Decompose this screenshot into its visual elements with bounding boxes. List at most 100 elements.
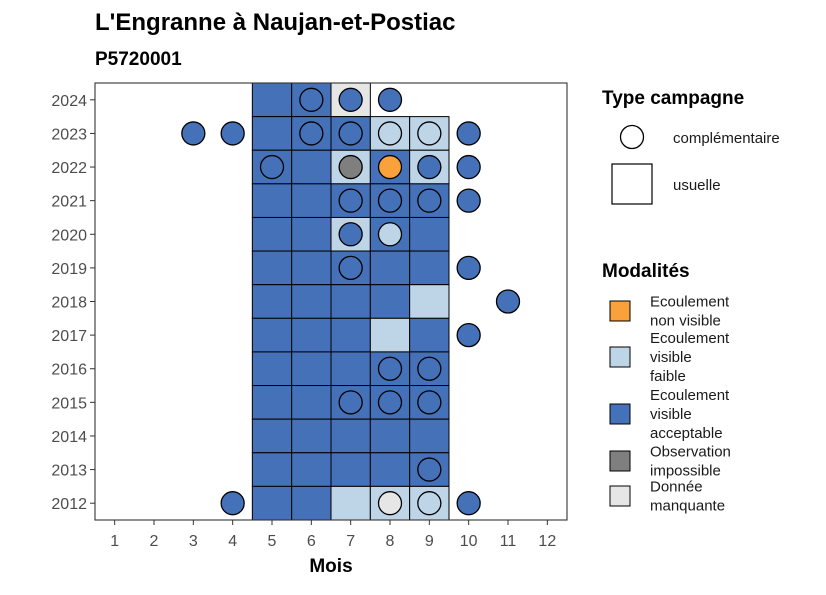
tile-2018-9 <box>409 284 450 319</box>
tile-2024-5 <box>251 82 293 118</box>
point-2020-7 <box>338 222 363 247</box>
usuelle-tiles <box>251 82 450 521</box>
x-tick-label: 7 <box>346 533 355 550</box>
point-2016-9 <box>417 356 442 381</box>
legend-title-type-campagne: Type campagne <box>602 88 744 109</box>
legend-label-complementaire: complémentaire <box>673 130 780 147</box>
x-tick-label: 1 <box>110 533 119 550</box>
legend-swatch-observation-impossible <box>609 450 631 472</box>
legend-title-modalites: Modalités <box>602 261 690 282</box>
point-2024-8 <box>377 87 403 112</box>
tile-2017-6 <box>291 317 332 353</box>
legend-label-ecoulement-non-visible: Ecoulement <box>650 294 730 311</box>
tile-2017-7 <box>330 317 371 353</box>
legend-label-ecoulement-visible-faible: faible <box>650 368 686 385</box>
point-2023-8 <box>377 121 403 146</box>
legend-label-ecoulement-visible-faible: Ecoulement <box>650 330 730 347</box>
tile-2019-5 <box>251 250 293 286</box>
tile-2018-8 <box>369 284 411 319</box>
point-2024-6 <box>299 87 324 112</box>
tile-2013-7 <box>330 452 371 487</box>
y-tick-label: 2016 <box>51 362 87 379</box>
tile-2017-9 <box>409 317 450 353</box>
point-2012-4 <box>220 491 245 516</box>
legend-key-circle <box>619 124 645 150</box>
x-tick-label: 4 <box>228 533 237 550</box>
point-2023-3 <box>181 121 206 146</box>
point-2023-6 <box>299 121 324 146</box>
legend-key-square <box>611 163 653 205</box>
legend-swatch-ecoulement-non-visible <box>609 300 631 322</box>
y-tick-label: 2023 <box>51 126 87 143</box>
tile-2019-8 <box>369 250 411 286</box>
tile-2018-5 <box>251 284 293 319</box>
tile-2018-6 <box>291 284 332 319</box>
tile-2013-6 <box>291 452 332 487</box>
y-tick-label: 2015 <box>51 395 87 412</box>
y-tick-label: 2022 <box>51 160 87 177</box>
point-2023-10 <box>456 121 481 146</box>
tile-2019-6 <box>291 250 332 286</box>
point-2021-8 <box>377 188 403 213</box>
legend-label-ecoulement-non-visible: non visible <box>650 313 721 330</box>
point-2023-4 <box>220 121 245 146</box>
y-tick-label: 2020 <box>51 227 87 244</box>
point-2022-10 <box>456 154 481 180</box>
y-tick-label: 2018 <box>51 295 87 312</box>
tile-2013-5 <box>251 452 293 487</box>
tile-2018-7 <box>330 284 371 319</box>
point-2012-10 <box>456 491 481 516</box>
tile-2016-5 <box>251 351 293 387</box>
tile-2015-5 <box>251 385 293 420</box>
tile-2020-9 <box>409 216 450 252</box>
legend-swatch-donnee-manquante <box>609 485 631 507</box>
y-tick-label: 2013 <box>51 463 87 480</box>
x-tick-label: 6 <box>307 533 316 550</box>
point-2013-9 <box>417 457 442 482</box>
tile-2020-6 <box>291 216 332 252</box>
legend-swatch-ecoulement-visible-faible <box>609 346 631 368</box>
point-2020-8 <box>377 222 403 247</box>
y-tick-label: 2017 <box>51 328 87 345</box>
x-axis-title: Mois <box>309 556 352 577</box>
legend-label-observation-impossible: impossible <box>650 463 721 480</box>
x-tick-label: 12 <box>538 533 556 550</box>
x-tick-label: 11 <box>500 533 517 550</box>
point-2021-7 <box>338 188 363 213</box>
y-tick-label: 2019 <box>51 261 87 278</box>
tile-2019-9 <box>409 250 450 286</box>
legend-label-donnee-manquante: manquante <box>650 498 725 515</box>
legend-type-campagne: complémentaire usuelle <box>611 124 780 205</box>
tile-2012-5 <box>251 485 293 521</box>
point-2016-8 <box>377 356 403 381</box>
point-2023-7 <box>338 121 363 146</box>
x-tick-label: 2 <box>150 533 159 550</box>
point-2012-8 <box>377 491 403 516</box>
legend-label-observation-impossible: Observation <box>650 444 731 461</box>
complementaire-points <box>181 87 521 516</box>
tile-2014-7 <box>330 418 371 454</box>
point-2022-8 <box>377 154 403 180</box>
tile-2016-6 <box>291 351 332 387</box>
point-2015-7 <box>338 390 363 415</box>
point-2015-9 <box>417 390 442 415</box>
x-tick-label: 8 <box>386 533 395 550</box>
chart-subtitle: P5720001 <box>95 49 182 70</box>
tile-2021-5 <box>251 183 293 218</box>
tile-2012-7 <box>330 485 371 521</box>
point-2022-9 <box>417 154 442 180</box>
tile-2015-6 <box>291 385 332 420</box>
point-2022-5 <box>259 154 285 180</box>
tile-2014-5 <box>251 418 293 454</box>
tile-2014-6 <box>291 418 332 454</box>
tile-2014-8 <box>369 418 411 454</box>
tile-2022-6 <box>291 149 332 185</box>
legend-swatch-ecoulement-visible-acceptable <box>609 403 631 425</box>
tile-2017-5 <box>251 317 293 353</box>
y-tick-label: 2021 <box>51 194 87 211</box>
tile-2023-5 <box>251 116 293 151</box>
point-2021-10 <box>456 188 481 213</box>
point-2024-7 <box>338 87 363 112</box>
